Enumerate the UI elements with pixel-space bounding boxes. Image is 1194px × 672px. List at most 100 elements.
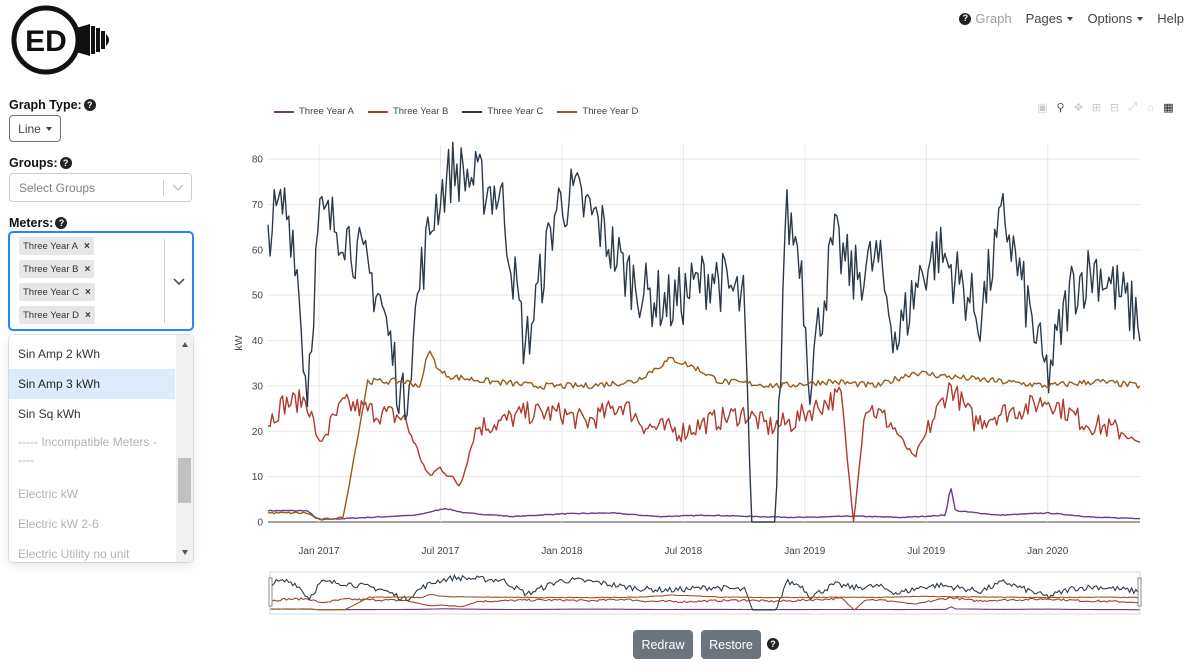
legend-label: Three Year A: [299, 106, 354, 117]
home-icon[interactable]: ⌂: [1147, 101, 1154, 114]
groups-placeholder: Select Groups: [19, 180, 96, 195]
y-tick-label: 50: [252, 291, 264, 302]
zoom-icon[interactable]: ⚲: [1056, 102, 1065, 114]
y-tick-label: 70: [252, 200, 264, 211]
dropdown-option-label: Sin Amp 2 kWh: [18, 347, 101, 361]
chart-grid: [268, 145, 1140, 523]
zoom-in-icon[interactable]: ⊞: [1091, 102, 1102, 114]
legend-item[interactable]: Three Year D: [557, 106, 638, 117]
chart-legend: Three Year A Three Year B Three Year C T…: [274, 106, 638, 117]
legend-item[interactable]: Three Year A: [274, 106, 354, 117]
caret-down-icon: [45, 126, 52, 131]
chevron-down-icon[interactable]: [173, 277, 185, 287]
y-tick-label: 40: [252, 336, 264, 347]
dropdown-option-label: Electric Utility no unit: [18, 547, 130, 561]
series-line: [267, 382, 1141, 522]
meter-chip-label: Three Year C: [23, 286, 79, 298]
legend-label: Three Year D: [582, 106, 639, 117]
range-slider-line: [269, 573, 1141, 611]
meter-chip: Three Year C ×: [19, 283, 95, 301]
nav-options-label: Options: [1087, 11, 1133, 26]
graph-type-label-text: Graph Type:: [9, 98, 82, 112]
scrollbar-thumb[interactable]: [178, 458, 191, 503]
graph-type-dropdown[interactable]: Line: [9, 115, 61, 142]
nav-options[interactable]: Options: [1087, 11, 1144, 26]
range-slider-frame: [269, 571, 1141, 615]
pan-icon[interactable]: ✥: [1073, 102, 1084, 114]
legend-swatch: [274, 110, 294, 113]
remove-icon[interactable]: ×: [84, 309, 91, 321]
range-slider-line: [269, 596, 1141, 611]
legend-item[interactable]: Three Year B: [367, 106, 449, 117]
logo-text: ED: [25, 25, 67, 58]
scroll-down-icon[interactable]: [182, 550, 188, 555]
dropdown-scrollbar[interactable]: [176, 335, 193, 562]
nav-pages[interactable]: Pages: [1026, 11, 1074, 26]
chart-axes: 0 10 20 30 40 50 60 70 80 Jan 2017 Jul 2017 Jan 201…: [233, 155, 1069, 557]
dropdown-option: Electric kW: [9, 479, 175, 509]
range-slider: [268, 571, 1142, 615]
redraw-button[interactable]: Redraw: [633, 630, 693, 659]
x-tick-label: Jan 2018: [541, 546, 583, 557]
remove-icon[interactable]: ×: [84, 286, 91, 298]
help-icon[interactable]: ?: [767, 638, 779, 650]
legend-label: Three Year B: [392, 106, 449, 117]
x-tick-label: Jul 2018: [664, 546, 702, 557]
help-icon[interactable]: ?: [55, 217, 68, 229]
y-tick-label: 0: [257, 518, 263, 529]
dropdown-option: Electric Utility no unit: [9, 539, 175, 562]
dropdown-option[interactable]: Sin Amp 2 kWh: [9, 339, 175, 369]
dropdown-option[interactable]: Sin Amp 3 kWh: [9, 369, 175, 399]
meter-chip-label: Three Year D: [23, 309, 79, 321]
help-icon[interactable]: ?: [59, 157, 72, 169]
remove-icon[interactable]: ×: [84, 263, 91, 275]
range-slider-line: [269, 606, 1140, 611]
groups-label-text: Groups:: [9, 156, 58, 170]
legend-swatch: [557, 110, 578, 113]
dropdown-option[interactable]: Sin Sq kWh: [9, 399, 175, 429]
dropdown-option: Electric kW 2-6: [9, 509, 175, 539]
plotly-logo-icon[interactable]: ▦: [1163, 102, 1174, 114]
nav-pages-label: Pages: [1025, 11, 1063, 26]
camera-icon[interactable]: ▣: [1037, 102, 1048, 114]
meter-chip-label: Three Year B: [23, 263, 79, 275]
legend-item[interactable]: Three Year C: [462, 106, 543, 117]
chart-series: [267, 141, 1141, 523]
graph-type-value: Line: [18, 121, 41, 136]
restore-button[interactable]: Restore: [701, 630, 761, 659]
help-icon[interactable]: ?: [83, 99, 96, 111]
series-line: [267, 141, 1141, 523]
select-separator: [164, 239, 165, 323]
help-icon[interactable]: ?: [959, 12, 972, 25]
dropdown-option-label: Electric kW: [18, 487, 78, 501]
x-tick-label: Jul 2019: [907, 546, 945, 557]
graph-type-label: Graph Type: ?: [9, 98, 96, 112]
caret-down-icon: [1137, 16, 1144, 21]
groups-select[interactable]: Select Groups: [9, 173, 192, 202]
x-tick-label: Jul 2017: [422, 546, 460, 557]
meters-label-text: Meters:: [9, 216, 54, 230]
scroll-up-icon[interactable]: [182, 342, 188, 347]
x-tick-label: Jan 2020: [1027, 546, 1069, 557]
dropdown-option-label: Sin Sq kWh: [18, 407, 81, 421]
meter-chip: Three Year D ×: [19, 306, 95, 324]
caret-down-icon: [1067, 16, 1074, 21]
zoom-out-icon[interactable]: ⊟: [1109, 102, 1120, 114]
remove-icon[interactable]: ×: [83, 240, 90, 252]
groups-label: Groups: ?: [9, 156, 72, 170]
autoscale-icon[interactable]: ⤢: [1128, 101, 1137, 113]
range-slider-handle-left: [268, 577, 273, 607]
y-tick-label: 60: [252, 245, 264, 256]
dropdown-option-label: Sin Amp 3 kWh: [18, 377, 101, 391]
chevron-down-icon[interactable]: [172, 183, 184, 193]
dropdown-option-label: ----- Incompatible Meters - ----: [18, 435, 157, 467]
chart-modebar: ▣ ⚲ ✥ ⊞ ⊟ ⤢ ⌂ ▦: [1036, 101, 1175, 114]
dropdown-option-label: Electric kW 2-6: [18, 517, 99, 531]
nav-help[interactable]: Help: [1157, 11, 1184, 26]
ed-logo[interactable]: ED: [8, 4, 114, 76]
series-line: [267, 350, 1141, 521]
y-tick-label: 30: [252, 381, 264, 392]
nav-graph[interactable]: ? Graph: [959, 11, 1012, 26]
meters-select[interactable]: Three Year A × Three Year B × Three Year…: [9, 232, 193, 330]
